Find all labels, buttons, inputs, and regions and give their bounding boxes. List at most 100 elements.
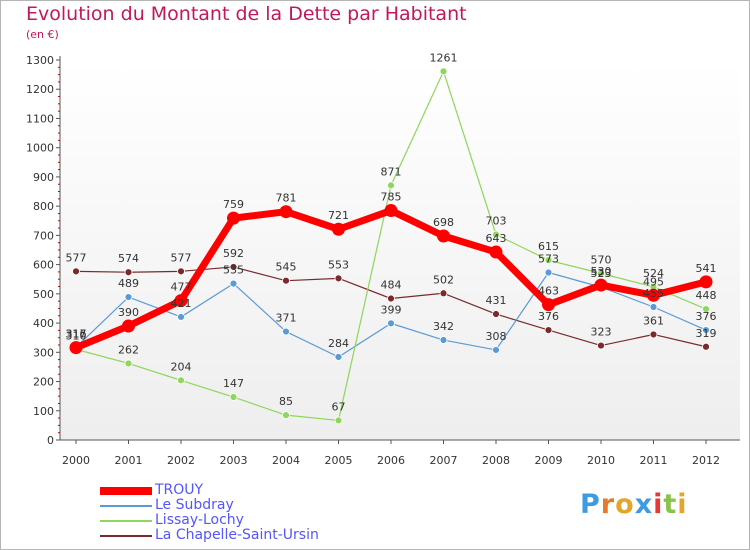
data-point bbox=[227, 211, 240, 225]
y-minor-tick bbox=[58, 307, 60, 309]
data-point bbox=[492, 346, 500, 354]
y-tick-label: 1000 bbox=[26, 142, 54, 155]
y-minor-tick bbox=[58, 432, 60, 434]
y-minor-tick bbox=[58, 373, 60, 375]
data-point bbox=[124, 268, 133, 277]
data-label: 502 bbox=[433, 273, 454, 286]
y-minor-tick bbox=[58, 132, 60, 134]
y-minor-tick bbox=[58, 212, 60, 214]
y-minor-tick bbox=[58, 278, 60, 280]
data-point bbox=[594, 278, 608, 292]
data-label: 577 bbox=[66, 251, 87, 264]
data-point bbox=[282, 327, 290, 336]
data-point bbox=[332, 222, 345, 236]
data-label: 573 bbox=[538, 253, 559, 266]
y-minor-tick bbox=[58, 103, 60, 105]
data-point bbox=[492, 310, 500, 318]
legend-label: Le Subdray bbox=[155, 497, 234, 513]
data-label: 1261 bbox=[430, 51, 458, 64]
y-minor-tick bbox=[58, 271, 60, 273]
data-point bbox=[649, 330, 658, 339]
data-label: 310 bbox=[66, 329, 87, 342]
x-tick-label: 2000 bbox=[62, 454, 90, 467]
x-tick-label: 2008 bbox=[482, 454, 510, 467]
data-label: 147 bbox=[223, 377, 244, 390]
data-label: 323 bbox=[591, 326, 612, 339]
data-point bbox=[597, 269, 605, 278]
data-point bbox=[437, 229, 450, 243]
y-tick-label: 700 bbox=[33, 229, 54, 242]
data-label: 421 bbox=[171, 297, 192, 310]
legend-swatch bbox=[100, 505, 152, 507]
y-tick-label: 200 bbox=[33, 376, 54, 389]
y-minor-tick bbox=[58, 417, 60, 419]
data-point bbox=[699, 275, 713, 289]
data-point bbox=[174, 294, 188, 308]
data-label: 262 bbox=[118, 343, 139, 356]
data-point bbox=[489, 245, 503, 259]
data-point bbox=[384, 204, 398, 218]
data-point bbox=[542, 298, 555, 312]
data-label: 574 bbox=[118, 252, 139, 265]
data-label: 371 bbox=[276, 312, 297, 325]
y-tick-label: 1200 bbox=[26, 83, 54, 96]
x-tick-label: 2007 bbox=[430, 454, 458, 467]
x-tick-label: 2012 bbox=[692, 454, 720, 467]
data-point bbox=[229, 393, 238, 401]
data-label: 703 bbox=[486, 215, 507, 228]
data-label: 781 bbox=[276, 192, 297, 205]
y-tick-label: 1300 bbox=[26, 54, 54, 67]
y-minor-tick bbox=[58, 183, 60, 185]
data-label: 523 bbox=[591, 267, 612, 280]
data-point bbox=[647, 288, 660, 302]
data-point bbox=[649, 303, 658, 311]
data-point bbox=[544, 326, 553, 334]
data-label: 759 bbox=[223, 198, 244, 211]
data-label: 317 bbox=[66, 327, 87, 340]
data-point bbox=[334, 274, 343, 283]
y-tick-label: 900 bbox=[33, 171, 54, 184]
y-minor-tick bbox=[58, 388, 60, 390]
logo-letter: i bbox=[677, 489, 688, 520]
x-tick-label: 2001 bbox=[115, 454, 143, 467]
data-label: 376 bbox=[696, 310, 717, 323]
x-tick-label: 2004 bbox=[272, 454, 300, 467]
data-label: 524 bbox=[643, 267, 664, 280]
data-point bbox=[492, 230, 500, 239]
data-label: 489 bbox=[118, 277, 139, 290]
data-label: 448 bbox=[696, 289, 717, 302]
y-minor-tick bbox=[58, 139, 60, 141]
y-minor-tick bbox=[58, 154, 60, 156]
y-minor-tick bbox=[58, 344, 60, 346]
proxiti-logo: Proxiti bbox=[580, 489, 688, 520]
logo-letter: x bbox=[634, 489, 654, 520]
y-tick-label: 0 bbox=[47, 434, 54, 447]
data-point bbox=[387, 319, 395, 328]
data-label: 284 bbox=[328, 337, 349, 350]
y-tick-label: 800 bbox=[33, 200, 54, 213]
y-minor-tick bbox=[58, 169, 60, 171]
logo-letter: P bbox=[580, 489, 601, 520]
y-tick-label: 100 bbox=[33, 405, 54, 418]
data-point bbox=[177, 267, 185, 276]
data-point bbox=[334, 416, 343, 425]
y-minor-tick bbox=[58, 286, 60, 288]
data-label: 455 bbox=[643, 287, 664, 300]
legend-swatch bbox=[100, 487, 152, 495]
x-tick-label: 2002 bbox=[167, 454, 195, 467]
data-label: 535 bbox=[223, 264, 244, 277]
y-minor-tick bbox=[58, 366, 60, 368]
data-point bbox=[439, 336, 448, 344]
data-point bbox=[702, 326, 710, 334]
y-minor-tick bbox=[58, 198, 60, 200]
x-tick-label: 2010 bbox=[587, 454, 615, 467]
data-label: 399 bbox=[381, 303, 402, 316]
data-point bbox=[387, 294, 395, 303]
plot-area bbox=[60, 60, 740, 440]
x-tick-label: 2005 bbox=[325, 454, 353, 467]
data-point bbox=[69, 341, 83, 355]
x-tick-label: 2011 bbox=[640, 454, 668, 467]
y-minor-tick bbox=[58, 329, 60, 331]
data-point bbox=[229, 279, 238, 288]
